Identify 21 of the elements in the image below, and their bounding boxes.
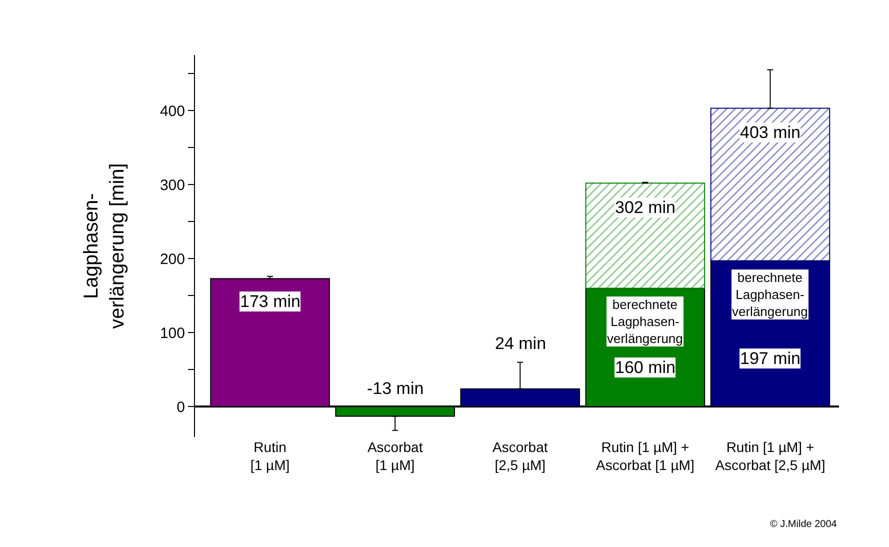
x-tick-label: Rutin [1 µM] bbox=[250, 439, 290, 474]
total-label: 302 min bbox=[615, 198, 676, 217]
x-tick-label: Ascorbat [2,5 µM] bbox=[492, 439, 548, 474]
y-tick-label: 100 bbox=[160, 324, 185, 342]
data-label: 173 min bbox=[240, 292, 300, 311]
y-tick-label: 0 bbox=[176, 398, 185, 416]
y-tick-label: 400 bbox=[160, 102, 185, 120]
x-tick-label: Ascorbat [1 µM] bbox=[367, 439, 423, 474]
data-label: 24 min bbox=[495, 334, 546, 353]
total-label: 403 min bbox=[740, 123, 800, 142]
annotation: berechnete Lagphasen- verlängerung bbox=[732, 270, 808, 319]
y-tick-label: 300 bbox=[160, 176, 185, 194]
y-tick-label: 200 bbox=[160, 250, 185, 268]
y-axis-title: Lagphasen- verlängerung [min] bbox=[80, 163, 128, 329]
annotation: berechnete Lagphasen- verlängerung bbox=[607, 297, 683, 346]
text: © J.Milde 2004 bbox=[770, 519, 838, 530]
x-tick-label: Rutin [1 µM] + Ascorbat [1 µM] bbox=[596, 439, 694, 474]
data-label: 160 min bbox=[615, 358, 676, 377]
data-label: 197 min bbox=[740, 349, 800, 368]
x-tick-label: Rutin [1 µM] + Ascorbat [2,5 µM] bbox=[715, 439, 826, 474]
data-label: -13 min bbox=[367, 379, 424, 398]
